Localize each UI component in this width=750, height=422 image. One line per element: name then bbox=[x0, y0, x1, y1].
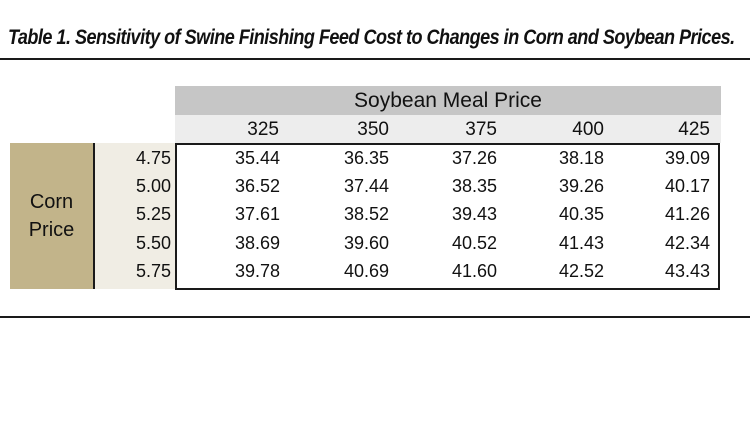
table-cell: 37.61 bbox=[234, 204, 280, 224]
feed-cost-table: 35.44 36.35 37.26 38.18 39.09 36.52 37.4… bbox=[175, 143, 720, 290]
table-cell: 43.43 bbox=[664, 261, 710, 281]
soybean-header: Soybean Meal Price bbox=[175, 86, 721, 115]
soybean-header-label: Soybean Meal Price bbox=[354, 88, 542, 112]
corn-label-line2: Price bbox=[28, 219, 75, 241]
top-rule bbox=[0, 58, 750, 60]
table-cell: 38.52 bbox=[343, 204, 389, 224]
table-cell: 36.52 bbox=[234, 176, 280, 196]
bottom-rule bbox=[0, 316, 750, 318]
table-cell: 40.69 bbox=[343, 261, 389, 281]
table-cell: 40.35 bbox=[558, 204, 604, 224]
table-cell: 40.17 bbox=[664, 176, 710, 196]
table-cell: 36.35 bbox=[343, 148, 389, 168]
table-cell: 41.26 bbox=[664, 204, 710, 224]
corn-price-label: Corn Price bbox=[10, 143, 93, 289]
corn-price-cell: 5.50 bbox=[135, 233, 171, 253]
table-cell: 39.09 bbox=[664, 148, 710, 168]
table-cell: 39.78 bbox=[234, 261, 280, 281]
corn-price-column: 4.75 5.00 5.25 5.50 5.75 bbox=[95, 143, 175, 289]
table-cell: 38.18 bbox=[558, 148, 604, 168]
table-cell: 39.60 bbox=[343, 233, 389, 253]
table-cell: 35.44 bbox=[234, 148, 280, 168]
corn-divider bbox=[93, 143, 95, 289]
table-cell: 37.26 bbox=[451, 148, 497, 168]
table-cell: 42.52 bbox=[558, 261, 604, 281]
corn-price-cell: 5.75 bbox=[135, 261, 171, 281]
soybean-price-row: 325 350 375 400 425 bbox=[175, 115, 721, 143]
table-cell: 39.26 bbox=[558, 176, 604, 196]
table-cell: 37.44 bbox=[343, 176, 389, 196]
soybean-price-cell: 400 bbox=[572, 119, 604, 140]
table-cell: 42.34 bbox=[664, 233, 710, 253]
table-cell: 38.35 bbox=[451, 176, 497, 196]
table-cell: 40.52 bbox=[451, 233, 497, 253]
table-cell: 41.43 bbox=[558, 233, 604, 253]
soybean-price-cell: 325 bbox=[247, 119, 279, 140]
table-cell: 41.60 bbox=[451, 261, 497, 281]
corn-price-cell: 5.00 bbox=[135, 176, 171, 196]
corn-price-cell: 4.75 bbox=[135, 148, 171, 168]
table-cell: 38.69 bbox=[234, 233, 280, 253]
soybean-price-cell: 350 bbox=[357, 119, 389, 140]
table-title: Table 1. Sensitivity of Swine Finishing … bbox=[8, 26, 735, 49]
corn-price-cell: 5.25 bbox=[135, 204, 171, 224]
corn-label-line1: Corn bbox=[29, 191, 74, 213]
soybean-price-cell: 375 bbox=[465, 119, 497, 140]
table-cell: 39.43 bbox=[451, 204, 497, 224]
soybean-price-cell: 425 bbox=[678, 119, 710, 140]
